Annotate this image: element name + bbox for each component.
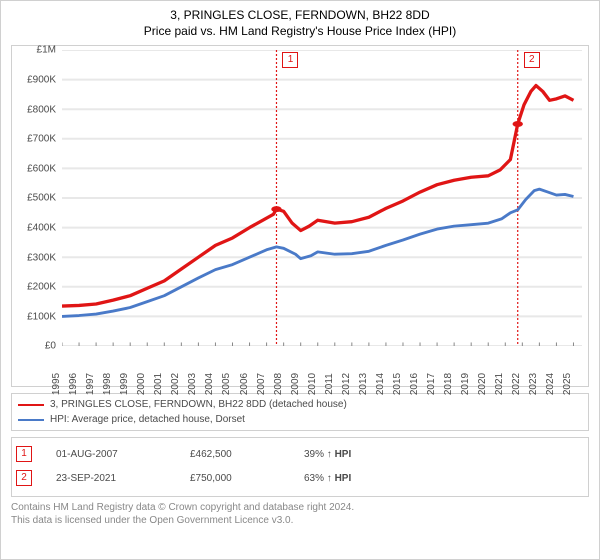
y-axis-labels: £0£100K£200K£300K£400K£500K£600K£700K£80…: [12, 50, 60, 346]
x-tick-label: 2003: [187, 373, 198, 395]
event-date: 23-SEP-2021: [56, 473, 166, 484]
legend-swatch: [18, 419, 44, 421]
event-marker: 1: [16, 446, 32, 462]
x-tick-label: 2013: [358, 373, 369, 395]
x-tick-label: 2016: [409, 373, 420, 395]
y-tick-label: £800K: [27, 104, 56, 115]
y-tick-label: £1M: [37, 45, 56, 56]
plot-region: 12: [62, 50, 582, 346]
x-tick-label: 2025: [562, 373, 573, 395]
legend-swatch: [18, 404, 44, 406]
x-axis-labels: 1995199619971998199920002001200220032004…: [62, 348, 582, 386]
x-tick-label: 2000: [136, 373, 147, 395]
x-tick-label: 2009: [290, 373, 301, 395]
y-tick-label: £500K: [27, 193, 56, 204]
event-marker-box: 1: [282, 52, 298, 68]
footer: Contains HM Land Registry data © Crown c…: [11, 501, 589, 527]
y-tick-label: £700K: [27, 134, 56, 145]
legend: 3, PRINGLES CLOSE, FERNDOWN, BH22 8DD (d…: [11, 393, 589, 431]
plot-svg: [62, 50, 582, 346]
event-price: £750,000: [190, 473, 280, 484]
y-tick-label: £100K: [27, 311, 56, 322]
chart-container: 3, PRINGLES CLOSE, FERNDOWN, BH22 8DD Pr…: [0, 0, 600, 560]
x-tick-label: 2002: [170, 373, 181, 395]
x-tick-label: 2011: [324, 374, 335, 396]
chart-area: £0 £100K £200K £300K £400K £500K £600K £700K £80…: [11, 45, 589, 387]
event-price: £462,500: [190, 449, 280, 460]
y-tick-label: £300K: [27, 252, 56, 263]
x-tick-label: 1997: [85, 373, 96, 395]
event-date: 01-AUG-2007: [56, 449, 166, 460]
legend-label: HPI: Average price, detached house, Dors…: [50, 414, 245, 425]
x-tick-label: 2014: [375, 373, 386, 395]
x-tick-label: 2023: [528, 373, 539, 395]
x-tick-label: 2024: [545, 373, 556, 395]
x-tick-label: 2010: [307, 373, 318, 395]
events-table: 1 01-AUG-2007 £462,500 39% ↑ HPI 2 23-SEP-202…: [11, 437, 589, 497]
x-tick-label: 2006: [239, 373, 250, 395]
legend-row: HPI: Average price, detached house, Dors…: [18, 412, 582, 427]
x-tick-label: 2020: [477, 373, 488, 395]
y-tick-label: £600K: [27, 163, 56, 174]
x-tick-label: 2021: [494, 373, 505, 395]
footer-line-2: This data is licensed under the Open Gov…: [11, 514, 589, 527]
x-tick-label: 2018: [443, 373, 454, 395]
event-row: 1 01-AUG-2007 £462,500 39% ↑ HPI: [16, 442, 584, 466]
x-tick-label: 1996: [68, 373, 79, 395]
y-tick-label: £0: [45, 341, 56, 352]
x-tick-label: 2019: [460, 373, 471, 395]
title-line-1: 3, PRINGLES CLOSE, FERNDOWN, BH22 8DD: [11, 7, 589, 23]
x-tick-label: 2007: [256, 373, 267, 395]
y-tick-label: £400K: [27, 222, 56, 233]
x-tick-label: 2001: [153, 373, 164, 395]
y-tick-label: £200K: [27, 282, 56, 293]
x-tick-label: 2004: [204, 373, 215, 395]
x-tick-label: 1995: [51, 373, 62, 395]
title-block: 3, PRINGLES CLOSE, FERNDOWN, BH22 8DD Pr…: [11, 7, 589, 39]
x-tick-label: 2017: [426, 373, 437, 395]
event-row: 2 23-SEP-2021 £750,000 63% ↑ HPI: [16, 466, 584, 490]
title-line-2: Price paid vs. HM Land Registry's House …: [11, 23, 589, 39]
event-pct: 39% ↑ HPI: [304, 449, 351, 460]
legend-label: 3, PRINGLES CLOSE, FERNDOWN, BH22 8DD (d…: [50, 399, 347, 410]
x-tick-label: 2015: [392, 373, 403, 395]
x-tick-label: 2008: [273, 373, 284, 395]
footer-line-1: Contains HM Land Registry data © Crown c…: [11, 501, 589, 514]
x-tick-label: 2012: [341, 373, 352, 395]
event-pct: 63% ↑ HPI: [304, 473, 351, 484]
legend-row: 3, PRINGLES CLOSE, FERNDOWN, BH22 8DD (d…: [18, 397, 582, 412]
x-tick-label: 1998: [102, 373, 113, 395]
x-tick-label: 2005: [221, 373, 232, 395]
event-marker-box: 2: [524, 52, 540, 68]
y-tick-label: £900K: [27, 74, 56, 85]
x-tick-label: 1999: [119, 373, 130, 395]
x-tick-label: 2022: [511, 373, 522, 395]
event-marker: 2: [16, 470, 32, 486]
